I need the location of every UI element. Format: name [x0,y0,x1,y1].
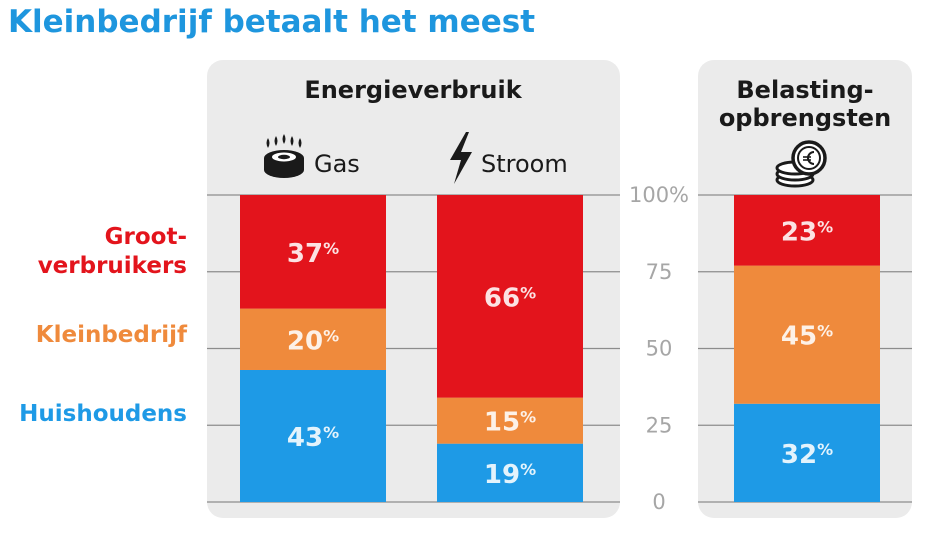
coins-icon [775,140,827,188]
y-tick-label: 100% [629,183,689,207]
panel-title: Belasting- [736,76,873,104]
bar-segment-kleinbedrijf [437,397,583,444]
panel-title: Energieverbruik [304,76,522,104]
bar-segment-grootverbruikers [240,195,386,309]
row-label-huishoudens: Huishoudens [19,401,187,427]
bar-segment-kleinbedrijf [240,308,386,370]
category-label-stroom: Stroom [481,150,568,178]
row-label-kleinbedrijf: Kleinbedrijf [36,322,188,348]
y-tick-label: 0 [652,490,665,514]
gas-burner-icon [264,134,304,178]
category-label-gas: Gas [314,150,360,178]
bar-segment-grootverbruikers [734,195,880,266]
y-tick-label: 50 [646,337,673,361]
y-tick-label: 75 [646,260,673,284]
row-label-grootverbruikers: verbruikers [38,253,187,279]
bar-segment-huishoudens [437,443,583,502]
y-tick-label: 25 [646,413,673,437]
bar-value-label: 32% [781,440,833,470]
bar-value-label: 43% [287,423,339,453]
panel-title: opbrengsten [719,104,891,132]
chart-title: Kleinbedrijf betaalt het meest [8,4,536,40]
bar-segment-huishoudens [240,369,386,502]
row-label-grootverbruikers: Groot- [105,224,187,250]
bar-segment-huishoudens [734,403,880,502]
lightning-icon [450,132,472,184]
bar-segment-grootverbruikers [437,195,583,398]
bar-segment-kleinbedrijf [734,265,880,404]
